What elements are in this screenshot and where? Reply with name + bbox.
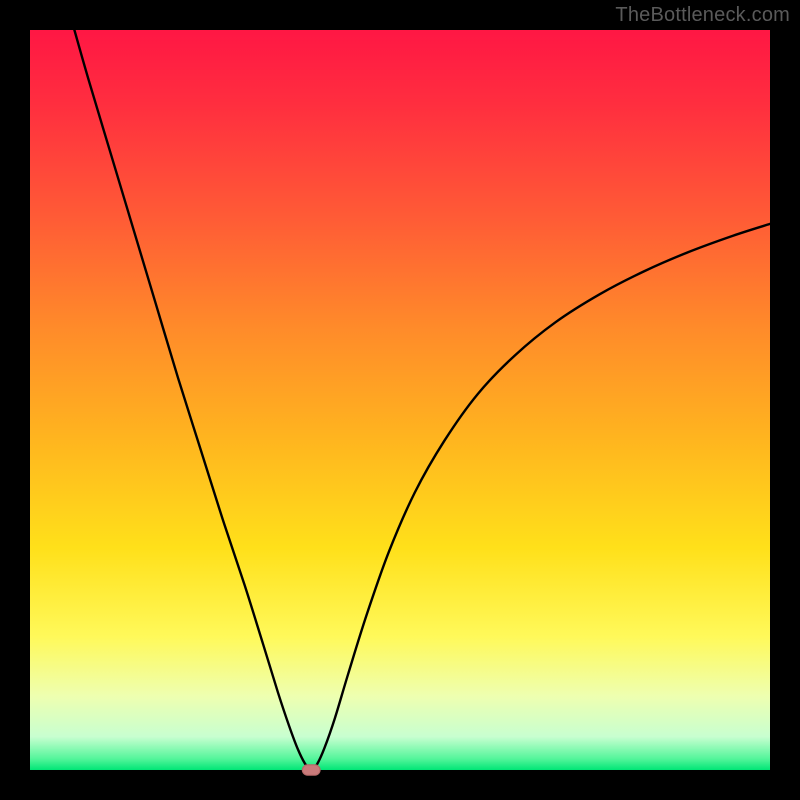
plot-area	[30, 30, 770, 770]
watermark-text: TheBottleneck.com	[615, 4, 790, 27]
bottleneck-chart	[0, 0, 800, 800]
optimum-marker	[302, 765, 320, 775]
chart-svg	[0, 0, 800, 800]
